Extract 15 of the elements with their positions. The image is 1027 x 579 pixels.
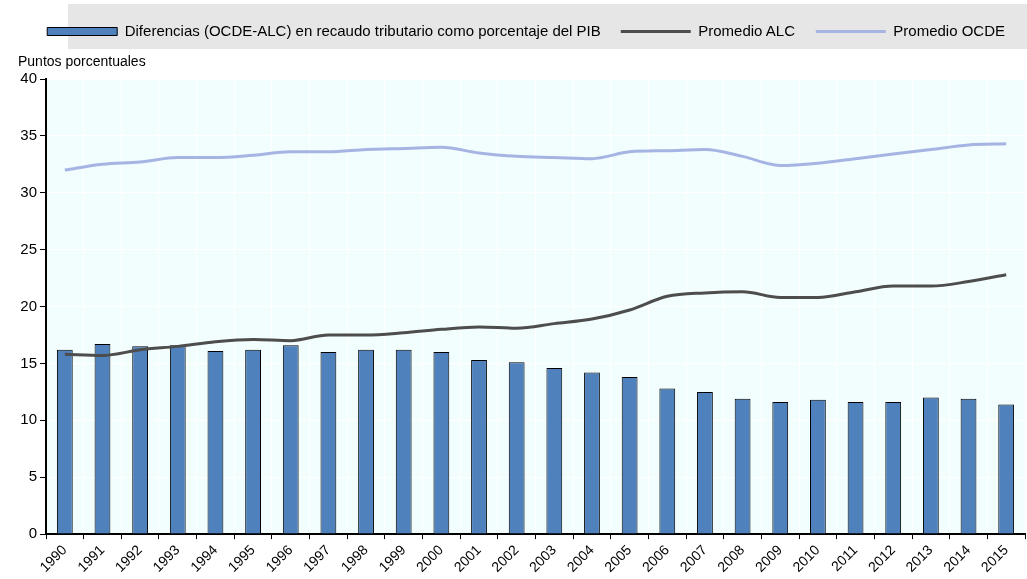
y-tick-label: 25	[20, 239, 37, 257]
line-series	[63, 273, 1008, 357]
y-tick-label: 5	[28, 467, 37, 485]
y-axis-title: Puntos porcentuales	[18, 52, 146, 69]
y-tick-label: 30	[20, 182, 37, 200]
y-tick-label: 20	[20, 296, 37, 314]
y-tick-label: 40	[20, 69, 37, 87]
legend-label: Diferencias (OCDE-ALC) en recaudo tributario como porcentaje del PIB	[124, 21, 601, 39]
y-tick-label: 15	[20, 353, 37, 371]
y-tick-label: 35	[20, 126, 37, 144]
y-tick-label: 10	[20, 410, 37, 428]
y-tick-label: 0	[28, 524, 37, 542]
line-series	[63, 142, 1008, 172]
legend-label: Promedio OCDE	[893, 21, 1005, 39]
legend-label: Promedio ALC	[698, 21, 796, 39]
